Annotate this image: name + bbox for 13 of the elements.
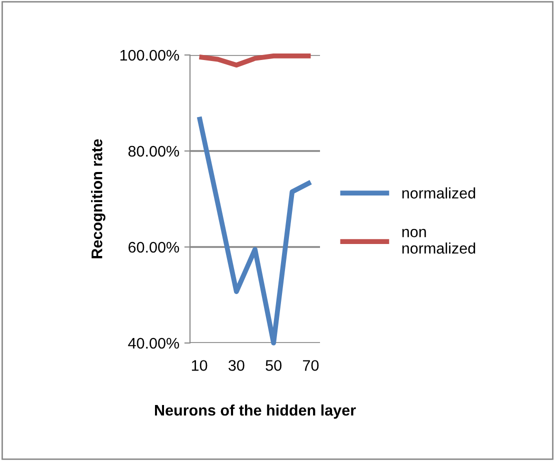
y-tick-label: 60.00% bbox=[128, 242, 180, 253]
y-tick-label: 40.00% bbox=[128, 338, 180, 349]
x-tick-label: 50 bbox=[266, 360, 282, 371]
y-tick-label: 100.00% bbox=[120, 50, 180, 61]
x-axis-title: Neurons of the hidden layer bbox=[155, 404, 356, 419]
x-tick-label: 30 bbox=[228, 360, 244, 371]
y-axis-title: Recognition rate bbox=[91, 139, 106, 258]
line-series bbox=[196, 114, 314, 346]
x-tick-label: 70 bbox=[303, 360, 319, 371]
legend-label: normalized bbox=[402, 187, 476, 199]
x-tick-label: 10 bbox=[192, 360, 208, 371]
y-tick-label: 80.00% bbox=[128, 146, 180, 157]
legend-label: non normalized bbox=[402, 228, 476, 254]
